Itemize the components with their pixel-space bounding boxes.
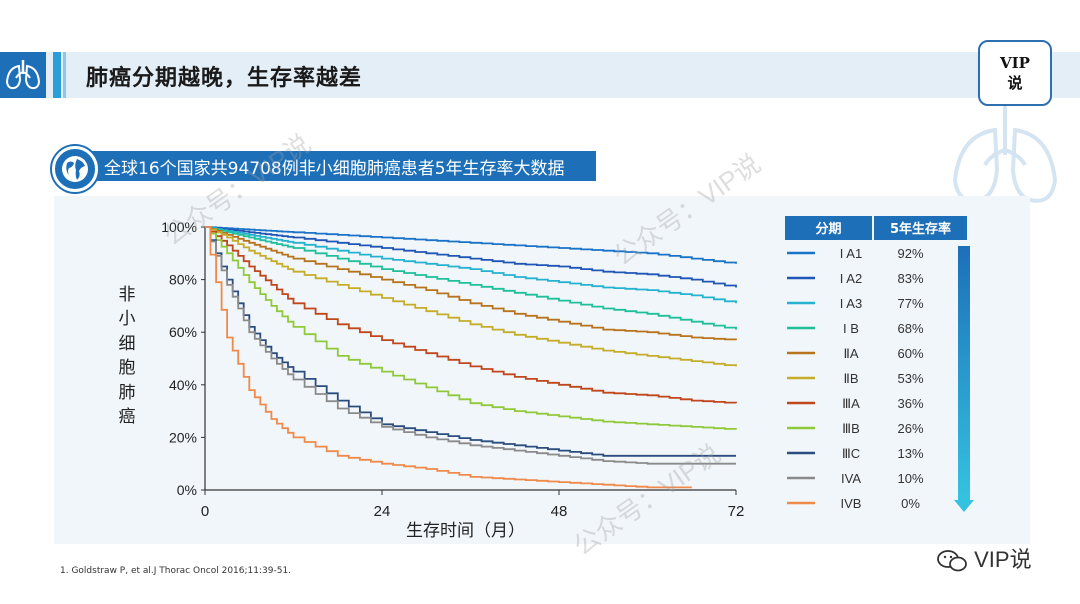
legend-rate-label: 0% — [901, 496, 920, 511]
legend-rate-label: 26% — [897, 421, 923, 436]
survival-curve-IB — [205, 226, 737, 330]
y-tick-label: 100% — [161, 219, 197, 235]
chart-legend: 分期 5年生存率 I A1 92% I A2 83% I A3 77% I B 68% ⅡA 60% Ⅱ… — [785, 216, 974, 512]
x-tick-label: 48 — [551, 503, 568, 520]
legend-stage-label: ⅢB — [842, 421, 860, 436]
survival-curve-ⅢC — [205, 226, 736, 457]
legend-stage-label: I B — [843, 321, 859, 336]
survival-curve-IA2 — [205, 226, 737, 288]
survival-curve-ⅢA — [205, 226, 737, 404]
vip-badge: VIP 说 — [978, 40, 1052, 106]
x-tick-label: 24 — [374, 503, 391, 520]
y-tick-label: 40% — [169, 377, 197, 393]
footer-logo: VIP说 — [936, 542, 1032, 574]
legend-rate-label: 92% — [897, 246, 923, 261]
subtitle-text: 全球16个国家共94708例非小细胞肺癌患者5年生存率大数据 — [104, 159, 565, 179]
survival-curve-IVA — [205, 226, 736, 465]
header-accent — [53, 52, 61, 98]
survival-curve-ⅡB — [205, 226, 737, 367]
arrow-down-icon-head — [954, 500, 974, 512]
legend-rate-label: 53% — [897, 371, 923, 386]
legend-stage-label: I A2 — [840, 271, 862, 286]
vip-badge-line2: 说 — [1007, 74, 1023, 92]
lungs-icon — [0, 52, 46, 98]
subtitle-bar — [68, 151, 596, 181]
x-axis-label: 生存时间（月） — [406, 521, 525, 541]
legend-rate-label: 10% — [897, 471, 923, 486]
legend-stage-label: ⅢC — [842, 446, 860, 461]
legend-header-rate-cell — [874, 216, 967, 240]
y-tick-label: 0% — [177, 482, 197, 498]
globe-icon — [52, 146, 98, 192]
survival-curve-IA3 — [205, 226, 737, 304]
legend-stage-label: I A3 — [840, 296, 862, 311]
y-axis-label: 非小细胞肺癌 — [116, 283, 138, 429]
vip-badge-line1: VIP — [1000, 54, 1030, 72]
chart-axes: 0% 20% 40% 60% 80% 100% 0 24 48 72 生存时间（月） — [161, 219, 744, 541]
y-tick-label: 60% — [169, 324, 197, 340]
x-tick-label: 72 — [728, 503, 745, 520]
legend-stage-label: ⅡA — [843, 346, 858, 361]
chart-lines — [205, 226, 737, 489]
header-bar — [0, 52, 1080, 98]
legend-header-stage-cell — [785, 216, 872, 240]
legend-rate-label: 36% — [897, 396, 923, 411]
header-accent-thin — [63, 52, 66, 98]
y-axis-label-char: 非 — [118, 285, 136, 305]
survival-curve-IA1 — [205, 226, 737, 264]
survival-curve-IVB — [205, 226, 692, 489]
legend-rate-label: 68% — [897, 321, 923, 336]
legend-stage-label: ⅡB — [843, 371, 858, 386]
y-axis-label-char: 癌 — [118, 407, 136, 428]
legend-rate-label: 83% — [897, 271, 923, 286]
wechat-icon — [937, 550, 967, 572]
slide-title: 肺癌分期越晚，生存率越差 — [86, 66, 363, 91]
survival-curve-ⅢB — [205, 226, 737, 430]
legend-stage-label: ⅢA — [842, 396, 860, 411]
y-axis-label-char: 肺 — [118, 382, 136, 403]
legend-rate-label: 13% — [897, 446, 923, 461]
legend-header-stage: 分期 — [815, 221, 841, 237]
legend-rate-label: 77% — [897, 296, 923, 311]
survival-curve-ⅡA — [205, 226, 737, 341]
footer-logo-text: VIP说 — [974, 547, 1032, 572]
legend-stage-label: I A1 — [840, 246, 862, 261]
decorative-lungs-icon — [952, 105, 1058, 203]
reference-note: 1. Goldstraw P, et al.J Thorac Oncol 201… — [60, 566, 292, 576]
legend-header-rate: 5年生存率 — [890, 221, 951, 237]
legend-stage-label: IVB — [841, 496, 862, 511]
y-tick-label: 20% — [169, 429, 197, 445]
y-tick-label: 80% — [169, 272, 197, 288]
y-axis-label-char: 细 — [118, 333, 136, 354]
x-tick-label: 0 — [201, 503, 209, 520]
legend-stage-label: IVA — [841, 471, 861, 486]
legend-rate-label: 60% — [897, 346, 923, 361]
arrow-down-icon — [958, 246, 970, 500]
y-axis-label-char: 小 — [118, 309, 136, 330]
y-axis-label-char: 胞 — [118, 358, 136, 379]
